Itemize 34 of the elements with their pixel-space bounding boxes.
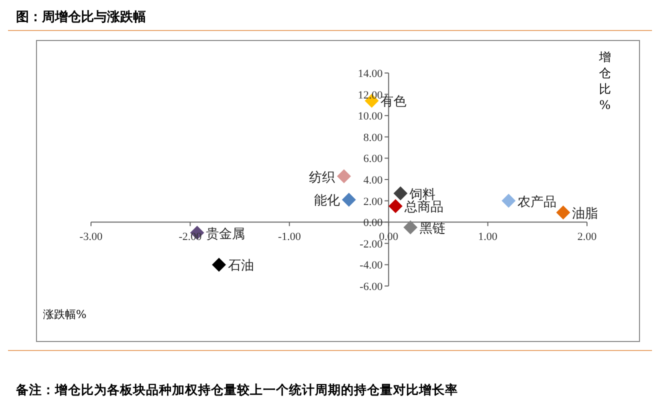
point [212, 258, 226, 272]
x-tick-label: 2.00 [577, 231, 598, 244]
point [342, 192, 356, 207]
point [556, 206, 570, 220]
series-label: 石油 [228, 258, 254, 274]
y-tick-label: -6.00 [360, 281, 384, 293]
point [403, 220, 418, 234]
y-tick-label: 2.00 [363, 196, 384, 208]
x-tick-label: -3.00 [80, 231, 103, 244]
text: 备注：增仓比为各板块品种加权持仓量较上一个统计周期的持仓量对比增长率 [16, 382, 458, 399]
y-tick-label: 14.00 [358, 68, 384, 80]
point [502, 194, 516, 208]
x-tick-label: -1.00 [278, 231, 302, 244]
x-tick-label: -2.00 [178, 231, 202, 244]
y-tick-label: 10.00 [358, 110, 384, 123]
y-tick-label: 6.00 [363, 153, 384, 166]
y-tick-label: 12.00 [358, 89, 384, 102]
y-tick-label: 8.00 [363, 132, 384, 144]
y-tick-label: -4.00 [360, 260, 384, 272]
series-label: 农产品 [518, 194, 557, 210]
series-label: 纺织 [308, 170, 335, 186]
y-tick-label: 4.00 [363, 174, 384, 186]
chart-title: 图：周增仓比与涨跌幅 [16, 9, 146, 26]
series-label: 能化 [314, 194, 340, 209]
x-tick-label: 1.00 [478, 231, 498, 244]
point [336, 169, 351, 184]
series-label: 总商品 [404, 200, 444, 216]
series-label: 油脂 [572, 206, 598, 222]
x-axis-title: 涨跌幅% [43, 307, 86, 322]
series-label: 黑链 [419, 221, 446, 236]
point [388, 199, 403, 214]
series-label: 贵金属 [206, 226, 246, 242]
y-axis-title: 增仓比% [598, 49, 612, 113]
point [394, 186, 408, 200]
